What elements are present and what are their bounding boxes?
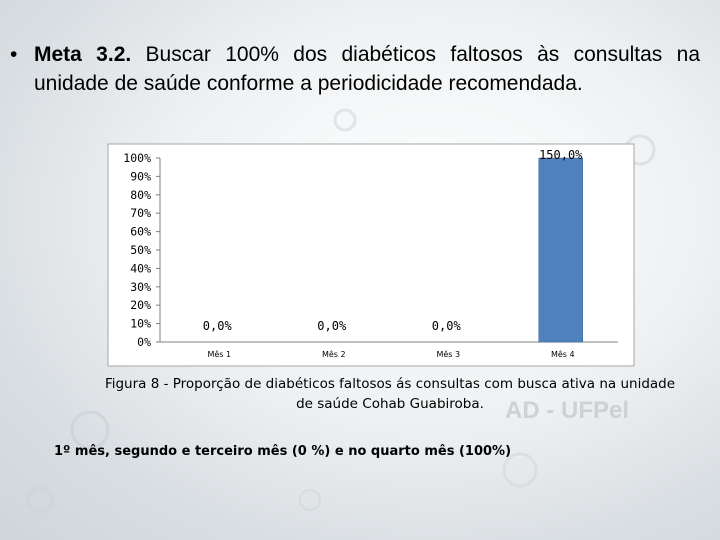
data-label: 150,0% [539, 148, 583, 162]
bullet-text: Meta 3.2. Buscar 100% dos diabéticos fal… [34, 40, 700, 98]
data-label: 0,0% [317, 319, 347, 333]
y-tick-label: 50% [130, 243, 151, 257]
bar [538, 157, 583, 343]
y-tick-label: 10% [130, 317, 151, 331]
x-tick-label: Mês 3 [436, 349, 460, 359]
y-tick-label: 90% [130, 169, 151, 183]
figure-caption: Figura 8 - Proporção de diabéticos falto… [104, 376, 676, 412]
data-label: 0,0% [203, 319, 233, 333]
y-tick-label: 100% [123, 151, 151, 165]
y-tick-label: 20% [130, 298, 151, 312]
bullet-marker: • [10, 43, 18, 66]
y-tick-label: 70% [130, 206, 151, 220]
data-label: 0,0% [432, 319, 462, 333]
x-tick-label: Mês 2 [322, 349, 346, 359]
y-tick-label: 40% [130, 261, 151, 275]
y-tick-label: 30% [130, 280, 151, 294]
y-tick-label: 0% [137, 335, 151, 349]
bullet-item: • Meta 3.2. Buscar 100% dos diabéticos f… [10, 40, 700, 98]
meta-label: Meta 3.2. [34, 43, 132, 66]
y-tick-label: 60% [130, 225, 151, 239]
summary-note: 1º mês, segundo e terceiro mês (0 %) e n… [54, 444, 512, 459]
meta-description: Buscar 100% dos diabéticos faltosos às c… [34, 43, 700, 95]
y-tick-label: 80% [130, 188, 151, 202]
x-tick-label: Mês 4 [551, 349, 575, 359]
x-tick-label: Mês 1 [207, 349, 231, 359]
